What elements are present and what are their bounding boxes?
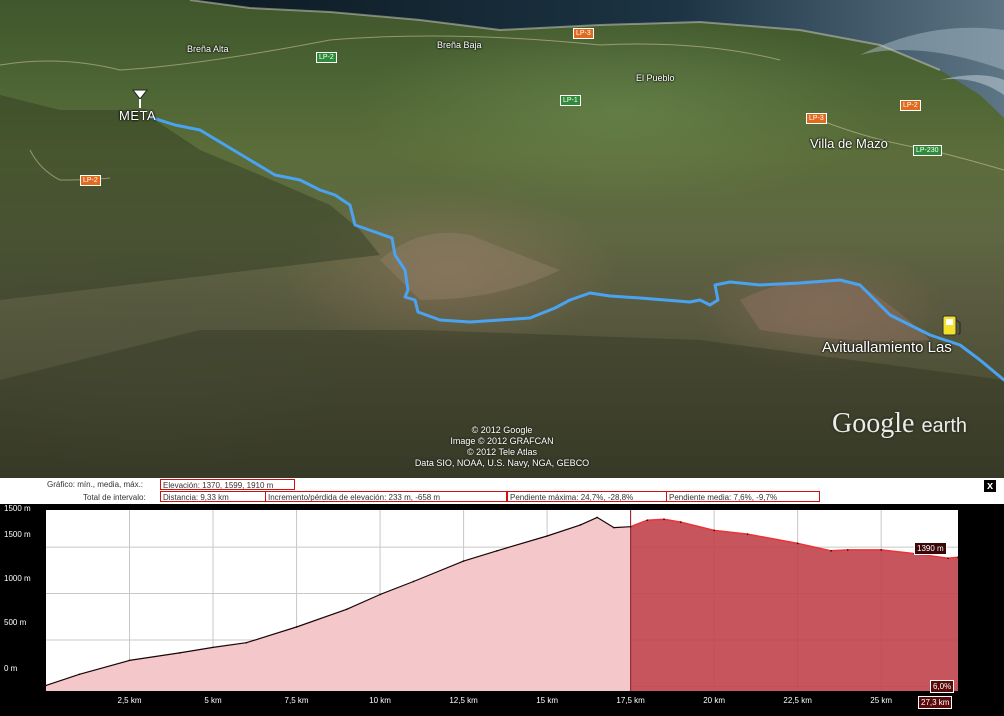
x-tick-label: 20 km [703,696,726,705]
current-distance-badge: 27,3 km [918,696,953,709]
finish-flag-icon[interactable] [131,89,149,114]
x-tick-label: 5 km [204,696,222,705]
place-brena-baja: Breña Baja [437,40,482,50]
elevation-point [78,673,81,676]
y-tick-label: 500 m [4,618,27,627]
elevation-point [546,535,548,537]
elevation-point [713,529,715,532]
x-tick-label: 12,5 km [449,696,478,705]
elevation-point [613,526,615,529]
elevation-point [746,533,749,535]
aid-station-label: Avituallamiento Las [822,339,952,356]
logo-google: Google [832,408,915,439]
road-shield: LP-1 [560,95,581,106]
max-slope-stat: Pendiente máxima: 24,7%, -28,8% [507,491,667,502]
elevation-point [957,556,959,559]
elevation-profile-panel: Gráfico: mín., media, máx.: Elevación: 1… [0,478,1004,716]
x-tick-label: 2,5 km [117,696,142,705]
distance-stat: Distancia: 9,33 km [160,491,266,502]
y-tick-label: 1000 m [4,574,31,583]
profile-header: Gráfico: mín., media, máx.: Elevación: 1… [0,478,1004,504]
sea-area [189,0,1004,118]
route-line [148,115,1004,382]
terrain-and-route [0,35,1004,478]
place-villa-de-mazo: Villa de Mazo [810,136,888,151]
place-el-pueblo: El Pueblo [636,73,675,83]
x-tick-label: 7,5 km [284,696,309,705]
attribution-line: © 2012 Google [471,425,533,435]
y-tick-label: 1500 m [4,504,31,513]
elevation-point [462,560,465,562]
elevation-point [212,646,214,649]
elevation-point [412,580,415,583]
meta-label: META [119,108,157,123]
road-shield: LP-3 [573,28,594,39]
elevation-point [496,550,498,552]
road-shield: LP-2 [316,52,337,63]
elevation-point [245,641,248,644]
elevation-point [128,659,131,662]
elevation-chart[interactable]: 1500 m 1500 m 1000 m 500 m 0 m 2,5 km 5 km 7,5… [0,504,1004,716]
elevation-point [178,652,181,654]
attribution: © 2012 Google Image © 2012 GRAFCAN © 201… [0,425,1004,469]
elevation-point [846,549,849,551]
attribution-line: Data SIO, NOAA, U.S. Navy, NGA, GEBCO [414,458,590,468]
elevation-point [629,525,632,528]
elevation-stat: Elevación: 1370, 1599, 1910 m [160,479,295,490]
elevation-area-before [46,517,631,691]
chart-range-label: Gráfico: mín., media, máx.: [47,480,144,489]
y-tick-label: 1500 m [4,530,31,539]
google-earth-logo: Google earth [832,408,967,440]
current-grade-badge: 6,0% [930,680,955,693]
elevation-point [379,593,381,596]
interval-total-label: Total de intervalo: [83,493,146,502]
elevation-point [663,518,665,521]
elevation-point [796,542,799,545]
current-elevation-badge: 1390 m [914,542,947,556]
x-tick-label: 25 km [870,696,893,705]
elevation-point [947,557,949,560]
elevation-point [295,626,298,628]
elevation-point [345,608,348,611]
aid-station-icon[interactable] [940,312,964,343]
x-tick-label: 22,5 km [783,696,812,705]
elevation-point [579,524,582,526]
x-tick-label: 10 km [369,696,391,705]
elevation-point [830,550,832,552]
elevation-point [646,519,649,522]
close-button[interactable]: x [984,480,996,492]
logo-earth: earth [921,415,968,437]
road-shield: LP-2 [80,175,101,186]
elevation-point [45,684,47,687]
road-shield: LP-2 [900,100,921,111]
avg-slope-stat: Pendiente media: 7,6%, -9,7% [666,491,820,502]
road-shield: LP-3 [806,113,827,124]
place-brena-alta: Breña Alta [187,44,229,54]
elevation-point [679,521,682,523]
elevation-point [880,549,882,551]
x-tick-label: 15 km [536,696,558,705]
road-shield: LP-230 [913,145,942,156]
gain-loss-stat: Incremento/pérdida de elevación: 233 m, … [265,491,507,502]
x-tick-label: 17,5 km [616,696,645,705]
attribution-line: © 2012 Tele Atlas [466,447,537,457]
y-tick-label: 0 m [4,664,18,673]
elevation-area-selected [630,519,958,691]
map-view[interactable]: Breña Alta Breña Baja El Pueblo Villa de… [0,0,1004,478]
elevation-point [596,516,599,519]
elevation-chart-svg[interactable] [0,504,1004,716]
attribution-line: Image © 2012 GRAFCAN [450,436,554,446]
